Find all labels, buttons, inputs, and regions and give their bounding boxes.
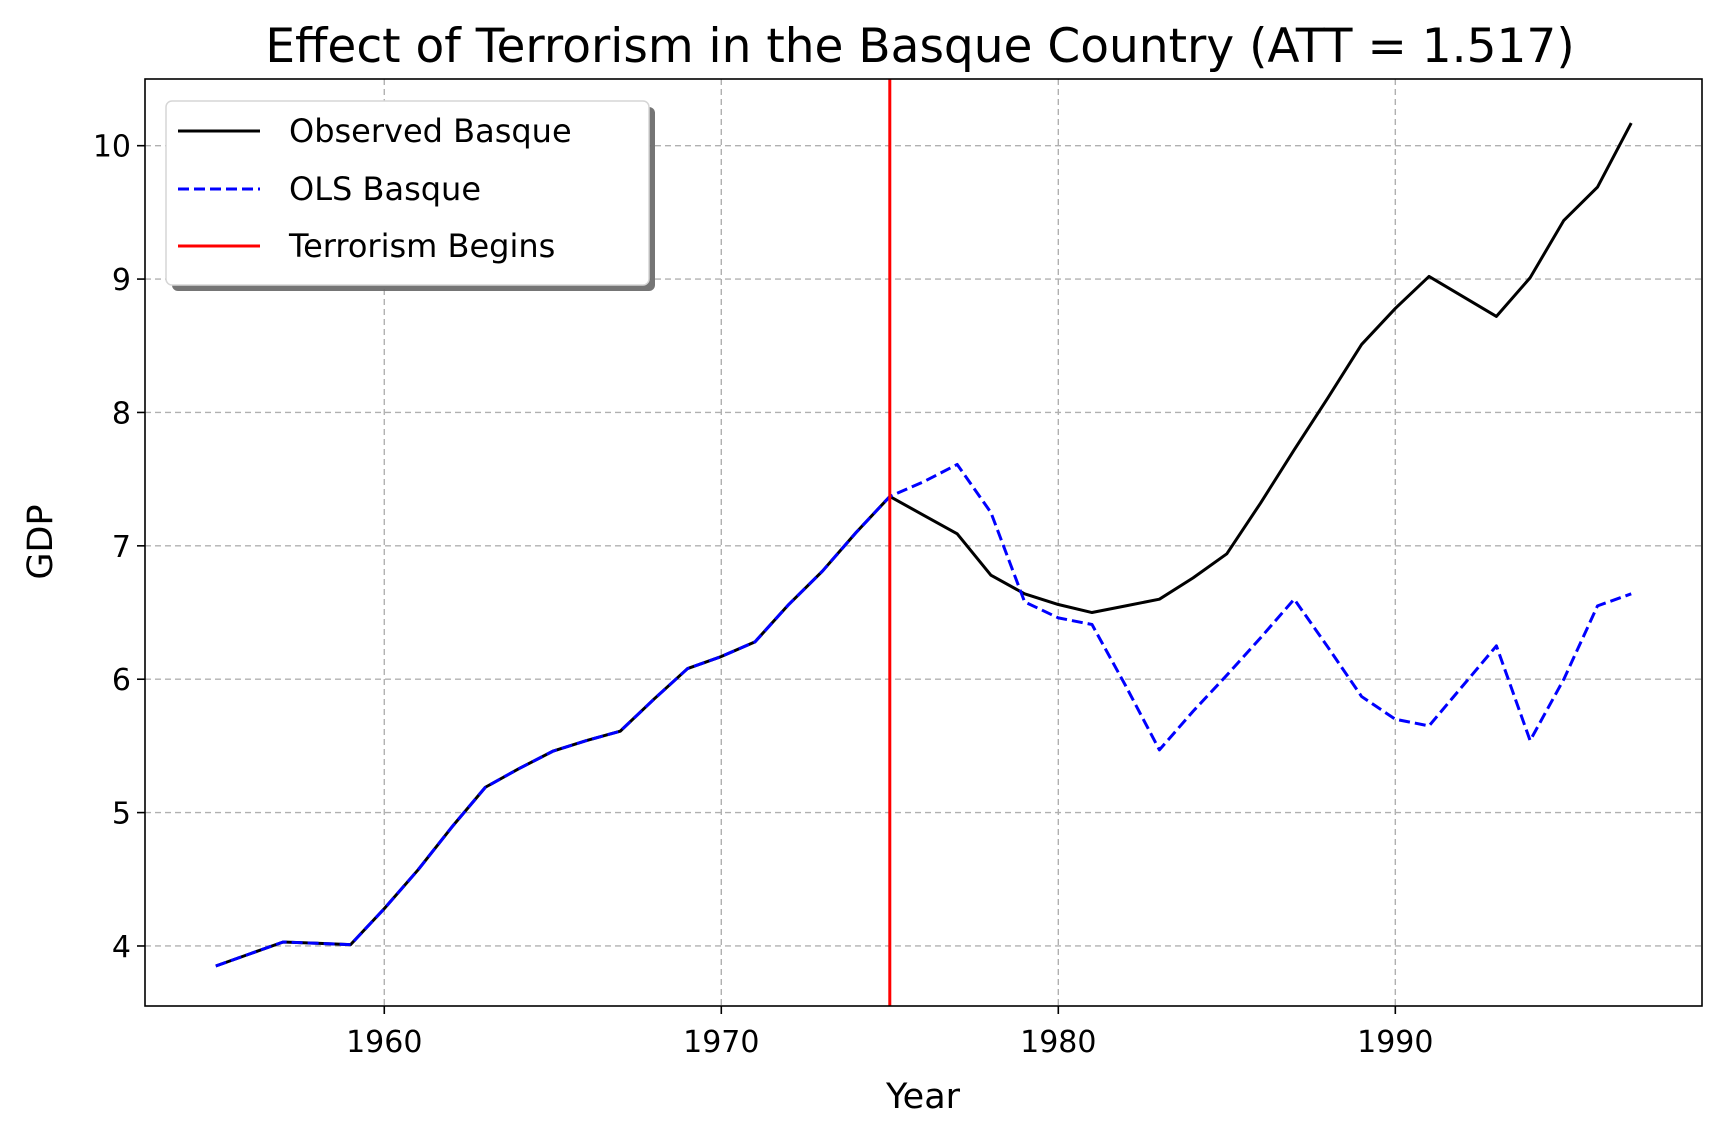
y-tick-label: 7 [112, 530, 131, 565]
y-axis-label: GDP [21, 504, 61, 579]
y-tick-label: 4 [112, 930, 131, 965]
plot-frame [144, 78, 1703, 1007]
x-tick-label: 1990 [1357, 1025, 1433, 1060]
x-tick-label: 1960 [346, 1025, 422, 1060]
y-tick-label: 9 [112, 263, 131, 298]
y-ticks: 4 5 6 7 8 9 10 [93, 130, 145, 965]
x-ticks: 1960 1970 1980 1990 [346, 1006, 1433, 1060]
series-ols-basque [215, 462, 1632, 968]
x-axis-label: Year [885, 1077, 961, 1117]
x-tick-label: 1970 [683, 1025, 759, 1060]
x-tick-label: 1980 [1020, 1025, 1096, 1060]
y-tick-label: 6 [112, 663, 131, 698]
legend: Observed Basque OLS Basque Terrorism Beg… [165, 100, 655, 291]
series-layer [215, 122, 1633, 968]
legend-box [165, 100, 650, 286]
y-tick-label: 8 [112, 396, 131, 431]
legend-label-observed: Observed Basque [289, 112, 572, 150]
legend-label-ols: OLS Basque [289, 170, 481, 208]
y-tick-label: 5 [112, 797, 131, 832]
legend-label-terrorism: Terrorism Begins [288, 227, 555, 265]
chart-title: Effect of Terrorism in the Basque Countr… [265, 19, 1574, 74]
y-tick-label: 10 [93, 130, 131, 165]
